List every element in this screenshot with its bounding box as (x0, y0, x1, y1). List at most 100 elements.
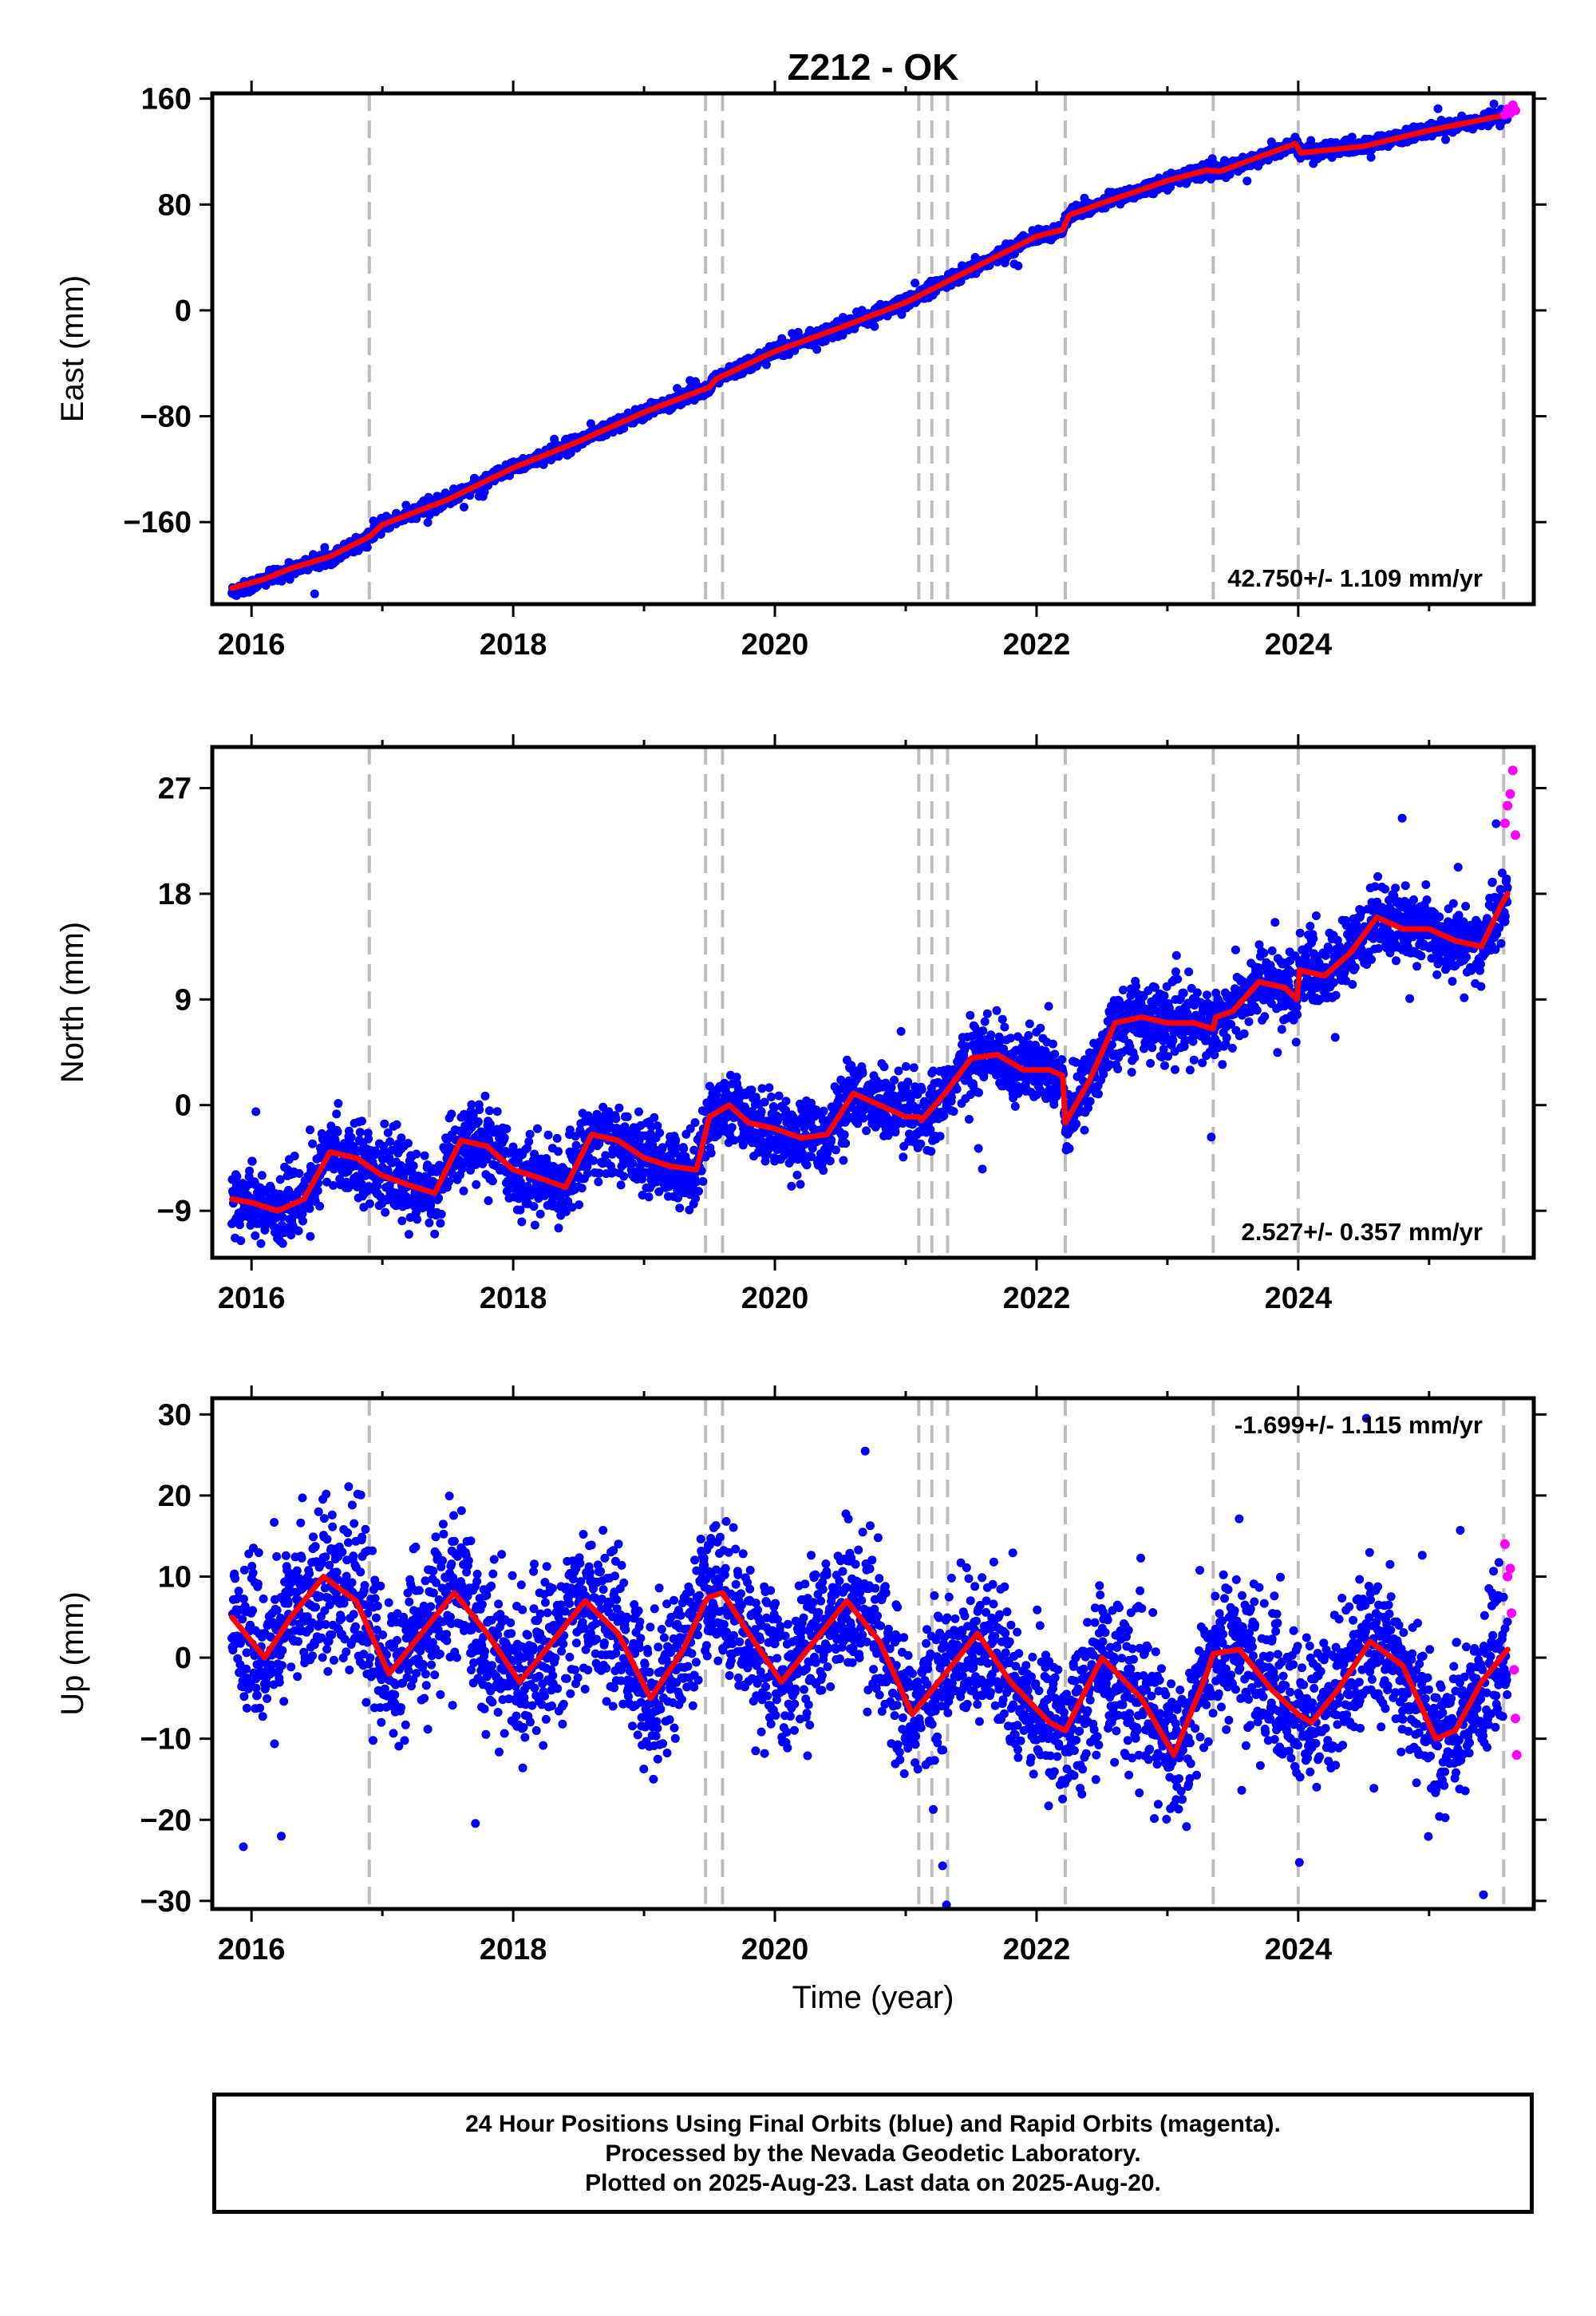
data-point (658, 1143, 667, 1152)
data-point (313, 1270, 322, 1279)
data-point (235, 1220, 244, 1230)
data-point (638, 1174, 647, 1184)
data-point (437, 1209, 446, 1219)
data-point (475, 1105, 484, 1114)
data-point (294, 1226, 303, 1235)
data-point (397, 1216, 407, 1226)
data-point (278, 1212, 287, 1222)
data-point (666, 1155, 675, 1164)
data-point (690, 1118, 700, 1128)
data-point (502, 1124, 512, 1133)
data-point (436, 1219, 445, 1228)
data-point (692, 1177, 701, 1187)
data-point (535, 1209, 545, 1219)
y-tick-label: −80 (140, 401, 192, 434)
data-point (583, 1168, 592, 1178)
data-point (706, 1148, 716, 1158)
data-point (257, 1171, 267, 1180)
data-point (1225, 170, 1235, 179)
data-point (480, 1091, 490, 1101)
data-point (654, 1187, 664, 1196)
data-point (278, 1239, 287, 1248)
data-point (543, 1130, 553, 1140)
data-point (1242, 176, 1252, 186)
data-point (761, 360, 771, 370)
data-point (634, 1107, 643, 1117)
data-point (554, 1147, 563, 1156)
data-point (329, 1180, 338, 1190)
data-point (310, 589, 319, 599)
data-point (616, 1180, 626, 1190)
data-point (694, 1187, 703, 1196)
data-point (448, 1169, 457, 1179)
y-tick-label: 80 (158, 188, 192, 222)
data-point (355, 1128, 365, 1137)
data-point (306, 1231, 315, 1241)
data-point (308, 1139, 318, 1148)
data-point (332, 1109, 342, 1119)
data-point (379, 1146, 389, 1156)
data-point (594, 1177, 603, 1187)
data-point (361, 1171, 370, 1180)
data-point (404, 1139, 413, 1148)
data-point (567, 1203, 577, 1212)
data-point (459, 1186, 468, 1196)
data-point (315, 1201, 325, 1211)
data-point (420, 1151, 429, 1160)
data-point (365, 1199, 374, 1208)
data-point (1347, 132, 1357, 142)
data-point (236, 1236, 246, 1246)
data-point (530, 1220, 539, 1230)
data-point (500, 1133, 509, 1143)
data-point (595, 1168, 604, 1178)
data-point (412, 1149, 421, 1159)
data-point (622, 1112, 632, 1121)
data-point (525, 1129, 535, 1139)
data-point (611, 1114, 621, 1124)
data-point (468, 1110, 478, 1120)
data-point (517, 1217, 527, 1227)
data-point (306, 1125, 314, 1135)
data-point (671, 1136, 681, 1145)
data-point (320, 543, 330, 552)
x-tick-label: 2018 (480, 628, 547, 662)
data-point (294, 1168, 304, 1178)
data-point (334, 1099, 343, 1109)
data-point (256, 1239, 266, 1248)
data-point (298, 1216, 307, 1226)
data-point (457, 1164, 467, 1173)
data-point (383, 1128, 393, 1137)
data-point (529, 1202, 539, 1211)
data-point (430, 1229, 440, 1239)
data-point (577, 1184, 587, 1193)
data-point (425, 1218, 434, 1227)
data-point (385, 1137, 395, 1146)
data-point (812, 345, 822, 354)
data-point (565, 1125, 575, 1135)
data-point (397, 1133, 406, 1143)
y-tick-label: −160 (123, 506, 192, 539)
data-point (516, 1205, 525, 1215)
data-point (557, 1196, 567, 1205)
data-point (472, 1180, 481, 1189)
data-point (691, 1194, 700, 1203)
data-point (362, 543, 372, 552)
data-point (473, 1117, 483, 1126)
data-point (444, 1177, 454, 1187)
final-orbit-points (227, 99, 1512, 600)
data-point (870, 322, 879, 331)
data-point (644, 1192, 654, 1202)
data-point (679, 1144, 689, 1153)
data-point (245, 1166, 255, 1176)
x-tick-label: 2024 (1265, 628, 1333, 662)
data-point (655, 1128, 665, 1137)
data-point (333, 1127, 342, 1136)
data-point (251, 1107, 261, 1117)
data-point (358, 1117, 366, 1126)
data-point (589, 1156, 598, 1165)
data-point (533, 1124, 542, 1133)
data-point (571, 1140, 581, 1150)
